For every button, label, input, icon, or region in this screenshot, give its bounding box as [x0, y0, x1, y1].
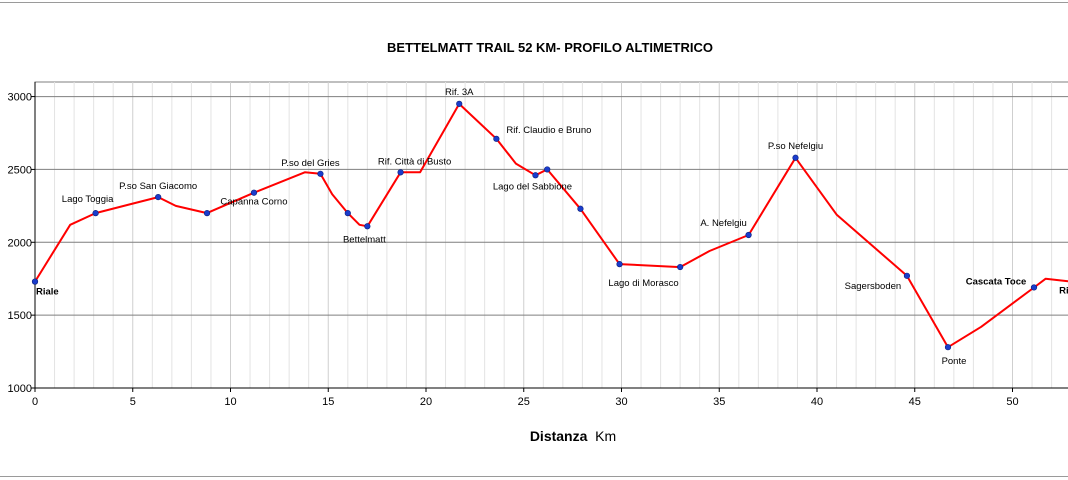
- bottom-border-line: [0, 476, 1068, 477]
- waypoint-marker: [544, 166, 551, 173]
- x-tick-label: 35: [713, 396, 725, 408]
- y-tick-label: 2000: [8, 237, 32, 249]
- waypoint-label: Cascata Toce: [966, 276, 1027, 287]
- waypoint-marker: [745, 231, 752, 239]
- waypoint-label: Lago del Sabbione: [493, 181, 572, 192]
- waypoint-label: Lago Toggia: [62, 194, 114, 205]
- x-axis-label: Distanza Km: [0, 428, 1068, 444]
- top-border-line: [0, 2, 1068, 3]
- waypoint-marker: [344, 210, 351, 217]
- waypoint-marker: [792, 154, 799, 161]
- x-tick-label: 50: [1006, 396, 1018, 408]
- x-tick-label: 5: [130, 396, 136, 408]
- chart-title: BETTELMATT TRAIL 52 KM- PROFILO ALTIMETR…: [387, 40, 713, 55]
- y-tick-label: 1500: [8, 310, 32, 322]
- waypoint-marker: [203, 210, 211, 217]
- waypoint-marker: [616, 261, 623, 268]
- waypoint-marker: [250, 189, 258, 196]
- waypoint-label: Rif. Città di Busto: [378, 156, 451, 167]
- waypoint-label: P.so San Giacomo: [119, 181, 197, 192]
- x-tick-label: 0: [32, 396, 38, 408]
- waypoint-marker: [317, 170, 324, 177]
- waypoint-label: Capanna Corno: [220, 197, 287, 208]
- waypoint-marker: [92, 210, 99, 217]
- waypoint-label: P.so del Gries: [281, 158, 340, 169]
- waypoint-marker: [677, 263, 684, 271]
- x-tick-label: 30: [615, 396, 627, 408]
- waypoint-marker: [364, 223, 371, 230]
- waypoint-label: Bettelmatt: [343, 234, 386, 245]
- waypoint-label: P.so Nefelgiu: [768, 141, 823, 152]
- x-axis-label-text: Distanza: [529, 428, 588, 444]
- y-tick-label: 3000: [8, 92, 32, 104]
- waypoint-marker: [944, 344, 952, 351]
- x-tick-label: 15: [322, 396, 334, 408]
- waypoint-label: Riale: [36, 287, 59, 298]
- waypoint-label: Lago di Morasco: [608, 278, 678, 289]
- waypoint-marker: [493, 135, 500, 142]
- waypoint-marker: [397, 169, 404, 176]
- x-tick-label: 20: [420, 396, 432, 408]
- x-axis-unit: Km: [595, 428, 617, 444]
- waypoint-label: Rif. Claudio e Bruno: [506, 125, 591, 136]
- x-tick-label: 10: [224, 396, 236, 408]
- waypoint-label: A. Nefelgiu: [700, 218, 746, 229]
- x-tick-label: 45: [909, 396, 921, 408]
- waypoint-marker: [903, 272, 911, 279]
- y-tick-label: 2500: [8, 164, 32, 176]
- waypoint-label: Ri: [1059, 286, 1068, 297]
- waypoint-label: Ponte: [942, 356, 967, 367]
- y-tick-label: 1000: [8, 383, 32, 395]
- waypoint-label: Sagersboden: [845, 281, 902, 292]
- waypoint-marker: [155, 194, 162, 201]
- waypoint-marker: [532, 172, 539, 179]
- x-tick-label: 40: [811, 396, 823, 408]
- waypoint-marker: [456, 100, 463, 107]
- waypoint-marker: [31, 278, 39, 285]
- waypoint-marker: [1030, 284, 1038, 291]
- x-tick-label: 25: [518, 396, 530, 408]
- waypoint-label: Rif. 3A: [445, 87, 474, 98]
- waypoint-marker: [577, 205, 584, 212]
